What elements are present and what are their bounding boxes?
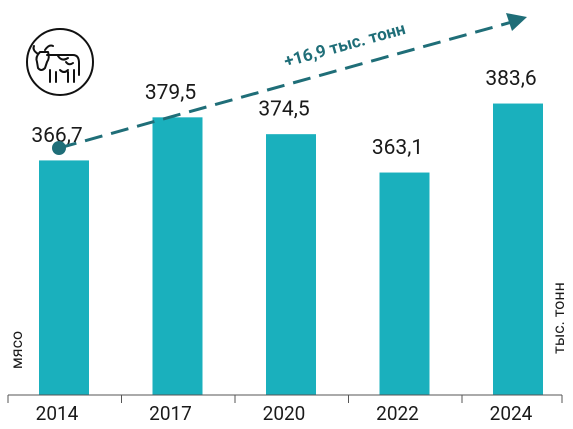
bar [39,160,89,395]
bar [379,172,430,395]
trend-start-dot [52,141,66,155]
value-label: 363,1 [372,136,423,160]
value-label: 374,5 [258,98,309,122]
cow-icon [26,28,94,96]
x-tick-label: 2020 [263,402,306,425]
x-tick-label: 2017 [149,402,192,425]
bar [493,103,543,395]
x-tick-label: 2024 [490,402,533,425]
bar [152,117,203,395]
x-tick-label: 2022 [376,402,419,425]
value-label: 379,5 [145,81,196,105]
trend-annotation: +16,9 тыс. тонн [282,19,408,72]
left-label: мясо [7,331,26,369]
trend-arrow [58,20,513,150]
x-tick-label: 2014 [36,402,79,425]
unit-label: тыс. тонн [549,282,568,354]
bar [266,134,316,395]
value-label: 383,6 [485,67,536,91]
arrow-head [506,13,527,31]
